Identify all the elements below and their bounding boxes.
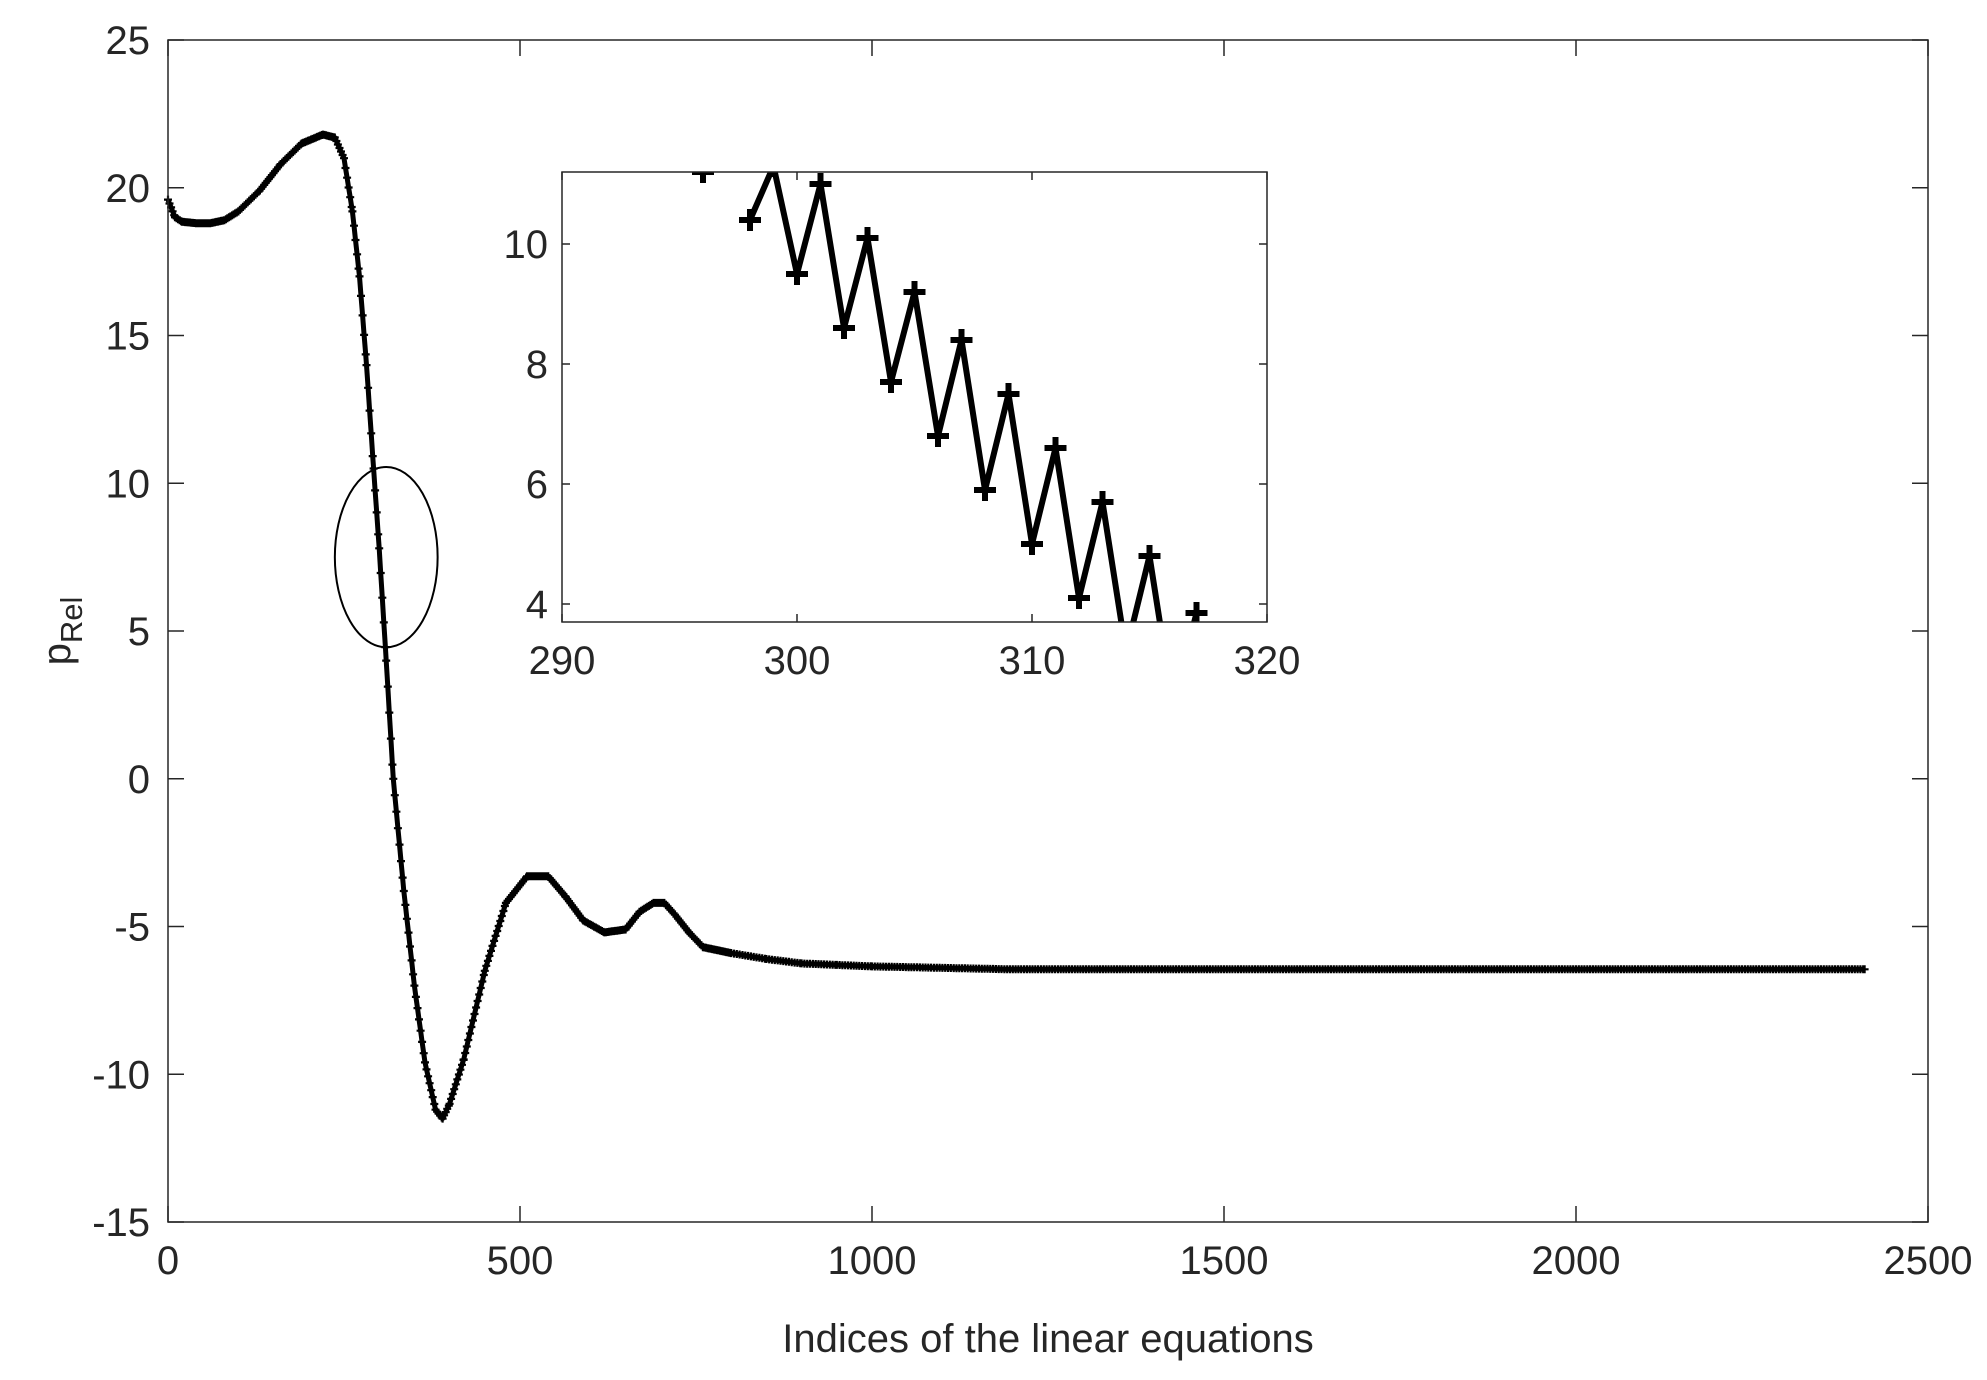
inset-data-marker [1091,491,1114,513]
y-axis-label-base: p [35,643,79,665]
y-tick-label: 15 [106,315,151,359]
inset-y-tick-label: 4 [526,583,548,627]
inset-data-marker [927,425,949,447]
inset-y-tick-label: 8 [526,343,548,387]
x-tick-label: 2000 [1532,1239,1621,1283]
x-tick-label: 1500 [1180,1239,1269,1283]
y-axis-label-subscript: Rel [54,597,89,644]
inset-data-marker [770,172,777,177]
inset-data-marker [1068,587,1090,609]
inset-data-marker [950,329,973,351]
inset-y-tick-label: 10 [504,223,549,267]
inset-data-marker [786,263,808,285]
inset-data-layer [692,172,1208,622]
inset-data-marker [880,371,902,393]
y-tick-label: 25 [106,19,151,63]
inset-x-tick-label: 310 [999,639,1066,683]
inset-axes: 290 300 310 320 4 6 8 10 [504,171,1301,683]
inset-data-marker [974,479,996,501]
inset-x-tick-label: 320 [1234,639,1301,683]
x-tick-label: 500 [487,1239,554,1283]
main-tick-layer: 0 500 1000 1500 2000 2500 -15 -10 -5 0 5 10 15 20 25 [92,19,1972,1283]
inset-y-tick-label: 6 [526,463,548,507]
y-tick-label: -10 [92,1053,150,1097]
inset-background [562,172,1267,622]
y-tick-label: 5 [128,610,150,654]
inset-data-marker [809,173,832,195]
y-tick-label: 20 [106,167,151,211]
inset-data-marker [692,172,714,183]
y-tick-label: 0 [128,758,150,802]
main-axes: 0 500 1000 1500 2000 2500 -15 -10 -5 0 5 10 15 20 25 I… [35,19,1972,1361]
y-tick-label: 10 [106,462,151,506]
inset-data-marker [1044,437,1067,459]
y-tick-label: -5 [114,906,150,950]
x-axis-label: Indices of the linear equations [782,1317,1313,1361]
inset-plot-box [561,171,1268,623]
inset-data-marker [739,209,761,231]
y-tick-label: -15 [92,1201,150,1245]
zoom-region-ellipse [333,465,439,649]
inset-data-marker [833,317,855,339]
inset-x-tick-label: 290 [529,639,596,683]
x-tick-label: 1000 [828,1239,917,1283]
inset-series-line [747,172,1200,622]
inset-data-marker [903,281,926,303]
inset-data-marker [1185,602,1208,622]
x-tick-label: 2500 [1884,1239,1973,1283]
inset-data-marker [997,383,1020,405]
inset-data-marker [1021,533,1043,555]
inset-data-marker [856,227,879,249]
x-tick-label: 0 [157,1239,179,1283]
inset-tick-layer: 290 300 310 320 4 6 8 10 [504,172,1301,683]
inset-x-tick-label: 300 [764,639,831,683]
y-axis-label: pRel [35,597,89,666]
inset-data-marker [1138,545,1161,567]
